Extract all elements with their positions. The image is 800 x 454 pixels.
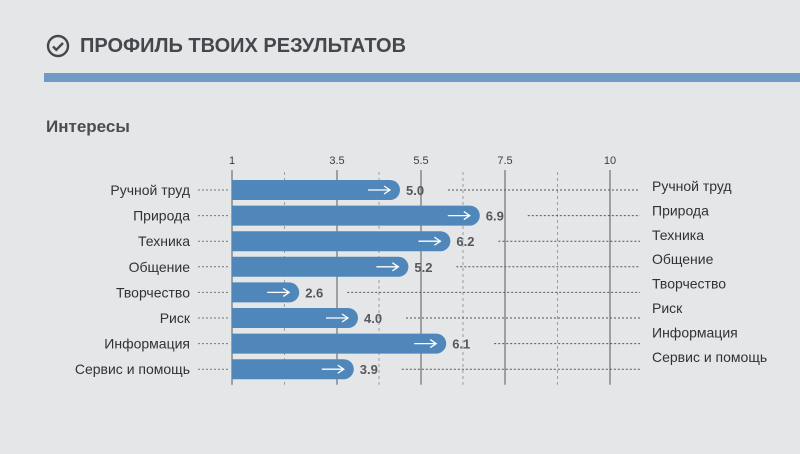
page-title: ПРОФИЛЬ ТВОИХ РЕЗУЛЬТАТОВ: [80, 34, 407, 57]
category-label: Риск: [160, 310, 191, 326]
bar: [232, 205, 480, 226]
bar: [232, 256, 409, 277]
x-tick-label: 3.5: [329, 155, 344, 167]
value-label: 2.6: [305, 285, 323, 300]
x-tick-label: 1: [229, 155, 235, 167]
right-category-label: Общение: [652, 251, 714, 267]
category-label: Информация: [104, 336, 190, 352]
category-label: Сервис и помощь: [75, 361, 190, 377]
arrow-icon: [267, 287, 291, 297]
value-label: 5.0: [406, 183, 424, 198]
category-label: Техника: [138, 233, 190, 249]
value-label: 6.1: [452, 337, 470, 352]
check-circle-icon: [46, 34, 70, 58]
value-label: 6.9: [486, 209, 504, 224]
arrow-icon: [447, 211, 471, 221]
right-category-label: Информация: [652, 324, 738, 340]
bar: [232, 231, 451, 252]
value-label: 3.9: [360, 362, 378, 377]
right-category-label: Техника: [652, 227, 704, 243]
bar: [232, 359, 354, 380]
value-label: 6.2: [456, 234, 474, 249]
x-tick-label: 5.5: [413, 155, 428, 167]
x-tick-label: 7.5: [497, 155, 512, 167]
arrow-icon: [368, 185, 392, 195]
arrow-icon: [326, 313, 350, 323]
right-category-label: Природа: [652, 202, 709, 218]
right-category-label: Сервис и помощь: [652, 349, 767, 365]
category-label: Творчество: [116, 284, 190, 300]
right-category-label: Ручной труд: [652, 178, 732, 194]
header-divider: [44, 73, 800, 82]
bar: [232, 282, 300, 303]
arrow-icon: [321, 364, 345, 374]
x-tick-label: 10: [604, 155, 616, 167]
category-label: Общение: [129, 259, 191, 275]
arrow-icon: [376, 262, 400, 272]
arrow-icon: [418, 236, 442, 246]
page-header: ПРОФИЛЬ ТВОИХ РЕЗУЛЬТАТОВ: [46, 34, 406, 58]
right-category-label: Творчество: [652, 276, 726, 292]
value-label: 5.2: [414, 260, 432, 275]
arrow-icon: [414, 339, 438, 349]
bar: [232, 308, 358, 328]
category-label: Ручной труд: [110, 182, 190, 198]
bar: [232, 180, 400, 200]
bar: [232, 333, 447, 354]
section-title: Интересы: [46, 117, 130, 136]
value-label: 4.0: [364, 311, 382, 326]
category-label: Природа: [133, 208, 190, 224]
right-category-label: Риск: [652, 300, 683, 316]
